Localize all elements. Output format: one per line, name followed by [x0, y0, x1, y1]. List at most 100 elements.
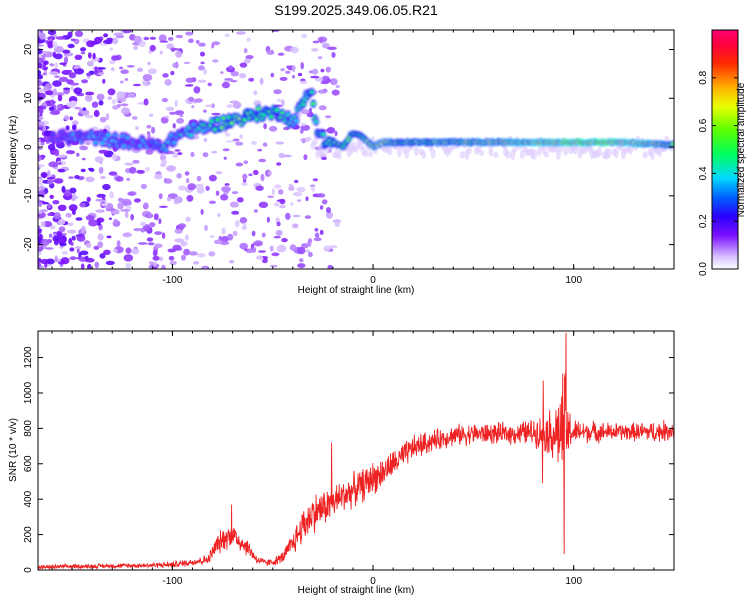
spectrogram-ytick-label: 10 [23, 92, 34, 104]
speckle [169, 260, 177, 266]
speckle [38, 62, 43, 69]
speckle [321, 42, 330, 49]
speckle [185, 216, 191, 222]
speckle [38, 116, 44, 120]
ridge-core [121, 144, 126, 148]
speckle [161, 264, 166, 269]
speckle [214, 239, 222, 245]
speckle [292, 214, 301, 218]
colorbar-tick-label: 0.0 [698, 262, 709, 276]
speckle [221, 81, 230, 89]
speckle [291, 65, 296, 73]
speckle [251, 140, 257, 146]
speckle [200, 208, 204, 215]
band-blob [512, 146, 518, 153]
speckle [107, 96, 113, 100]
snr-ylabel: SNR (10 * v/v) [8, 418, 19, 482]
speckle [38, 225, 41, 229]
speckle [65, 125, 70, 131]
speckle [253, 90, 258, 96]
snr-frame [37, 330, 675, 571]
speckle [320, 68, 325, 73]
speckle [299, 80, 308, 84]
speckle [312, 40, 320, 44]
speckle [132, 83, 142, 87]
speckle [78, 176, 85, 180]
speckle [300, 61, 305, 70]
speckle [300, 109, 310, 115]
speckle [97, 241, 104, 249]
band-blob [493, 152, 499, 158]
speckle [54, 62, 58, 70]
speckle [67, 31, 73, 38]
speckle [146, 237, 154, 242]
speckle [96, 209, 102, 213]
speckle [321, 156, 327, 161]
speckle [67, 222, 74, 227]
band-blob [459, 151, 465, 159]
ridge-core [294, 119, 299, 123]
speckle [259, 77, 264, 85]
speckle [221, 227, 226, 235]
speckle [207, 82, 212, 87]
speckle [91, 101, 99, 108]
spectrogram-xtick-label: 0 [370, 275, 376, 286]
speckle [243, 48, 248, 54]
spectrogram-ylabel: Frequency (Hz) [8, 116, 19, 185]
speckle [40, 139, 46, 143]
speckle [159, 256, 163, 262]
speckle [160, 159, 168, 165]
speckle [269, 245, 274, 252]
speckle [108, 171, 118, 176]
band-blob [413, 146, 419, 156]
speckle [188, 96, 195, 102]
speckle [57, 204, 67, 211]
speckle [332, 219, 341, 224]
speckle [252, 169, 259, 176]
speckle [62, 49, 71, 54]
speckle [73, 87, 83, 95]
speckle [47, 212, 53, 217]
speckle [195, 40, 200, 44]
ridge-core [670, 142, 674, 146]
ridge-core [313, 119, 319, 124]
speckle [231, 191, 239, 195]
speckle [162, 73, 169, 78]
speckle [184, 171, 190, 176]
speckle [123, 254, 134, 262]
speckle [73, 65, 79, 70]
speckle [109, 59, 116, 65]
speckle [49, 225, 56, 230]
speckle [124, 78, 129, 81]
speckle [47, 177, 55, 180]
speckle [43, 60, 49, 65]
speckle [85, 91, 95, 96]
speckle [196, 253, 206, 258]
speckle [80, 225, 86, 234]
speckle [320, 81, 330, 85]
speckle [119, 80, 124, 84]
ridge-core [100, 141, 105, 145]
speckle [235, 31, 246, 35]
speckle [276, 221, 281, 227]
speckle [281, 99, 285, 107]
speckle [232, 230, 238, 237]
speckle [76, 248, 80, 254]
speckle [58, 162, 62, 165]
speckle [111, 153, 118, 161]
speckle [38, 74, 43, 80]
speckle [98, 166, 104, 174]
speckle [47, 30, 57, 36]
speckle [235, 162, 243, 167]
colorbar-tick-label: 0.8 [698, 70, 709, 84]
speckle [263, 257, 268, 261]
speckle [87, 263, 92, 269]
speckle [69, 247, 75, 252]
speckle [111, 55, 120, 61]
snr-ytick-label: 800 [23, 420, 34, 437]
spectrogram-ytick-label: 0 [23, 144, 34, 150]
speckle [270, 72, 275, 78]
speckle [296, 246, 306, 255]
speckle [120, 209, 130, 212]
speckle [126, 65, 135, 68]
